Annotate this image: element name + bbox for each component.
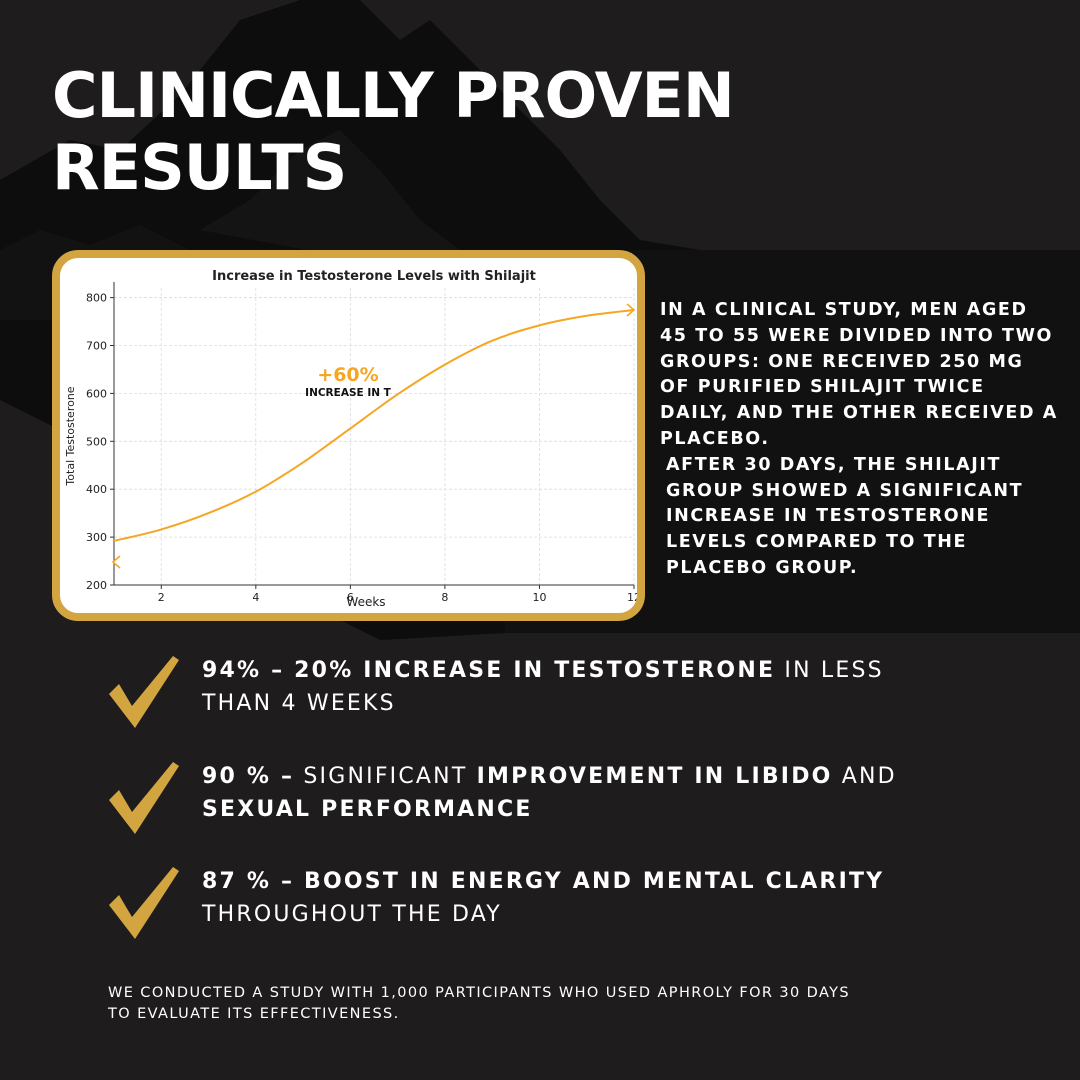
chart-series: [113, 309, 635, 542]
checkmark-icon: [109, 656, 179, 728]
x-tick-label: 6: [347, 591, 354, 604]
y-axis-label: Total Testosterone: [64, 386, 77, 486]
chevron-right-icon[interactable]: [626, 303, 636, 317]
y-tick-label: 800: [86, 292, 107, 305]
chart-title: Increase in Testosterone Levels with Shi…: [212, 269, 536, 284]
benefit-text: 87 % – BOOST IN ENERGY AND MENTAL CLARIT…: [202, 865, 902, 931]
annotation-value: +60%: [317, 364, 378, 386]
benefit-text: 94% – 20% INCREASE IN TESTOSTERONE IN LE…: [202, 654, 902, 720]
benefit-detail: AND: [832, 764, 897, 789]
chart-grid: [114, 288, 635, 586]
chevron-left-icon[interactable]: [111, 555, 121, 569]
y-tick-label: 200: [86, 579, 107, 592]
chart-axes: [113, 282, 634, 586]
y-tick-label: 700: [86, 339, 107, 352]
series-line: [113, 309, 635, 542]
y-tick-label: 600: [86, 387, 107, 400]
checkmark-icon: [109, 762, 179, 834]
benefit-highlight: SEXUAL PERFORMANCE: [202, 797, 533, 822]
benefit-highlight: 87 % – BOOST IN ENERGY AND MENTAL CLARIT…: [202, 869, 885, 894]
benefit-highlight: 94% – 20% INCREASE IN TESTOSTERONE: [202, 658, 776, 683]
benefit-text: 90 % – SIGNIFICANT IMPROVEMENT IN LIBIDO…: [202, 760, 902, 826]
title-line-1: CLINICALLY PROVEN: [52, 59, 735, 132]
y-tick-label: 400: [86, 483, 107, 496]
benefit-highlight: 90 % –: [202, 764, 295, 789]
benefit-detail: SIGNIFICANT: [294, 764, 477, 789]
study-description: IN A CLINICAL STUDY, MEN AGED 45 TO 55 W…: [660, 298, 1060, 582]
x-tick-label: 12: [627, 591, 637, 604]
x-tick-label: 4: [252, 591, 259, 604]
y-tick-label: 500: [86, 435, 107, 448]
x-tick-label: 10: [532, 591, 546, 604]
x-tick-label: 2: [158, 591, 165, 604]
title-line-2: RESULTS: [52, 131, 347, 204]
chart-card: Increase in Testosterone Levels with Shi…: [52, 250, 645, 621]
benefit-highlight: IMPROVEMENT IN LIBIDO: [476, 764, 833, 789]
chart-ticks: 200 300 400 500 600 700 800 2 4 6 8 10 12: [86, 292, 637, 604]
study-paragraph-1: IN A CLINICAL STUDY, MEN AGED 45 TO 55 W…: [660, 300, 1058, 449]
page-title: CLINICALLY PROVEN RESULTS: [52, 59, 735, 204]
checkmark-icon: [109, 867, 179, 939]
x-tick-label: 8: [441, 591, 448, 604]
y-tick-label: 300: [86, 531, 107, 544]
study-footnote: WE CONDUCTED A STUDY WITH 1,000 PARTICIP…: [108, 985, 851, 1022]
benefit-detail: THROUGHOUT THE DAY: [202, 902, 502, 927]
benefit-detail: IN LESS THAN 4 WEEKS: [202, 658, 884, 716]
study-paragraph-2: AFTER 30 DAYS, THE SHILAJIT GROUP SHOWED…: [666, 454, 1024, 578]
line-chart: Increase in Testosterone Levels with Shi…: [64, 269, 637, 609]
annotation-label: INCREASE IN T: [305, 387, 392, 399]
x-axis-label: Weeks: [346, 595, 385, 609]
